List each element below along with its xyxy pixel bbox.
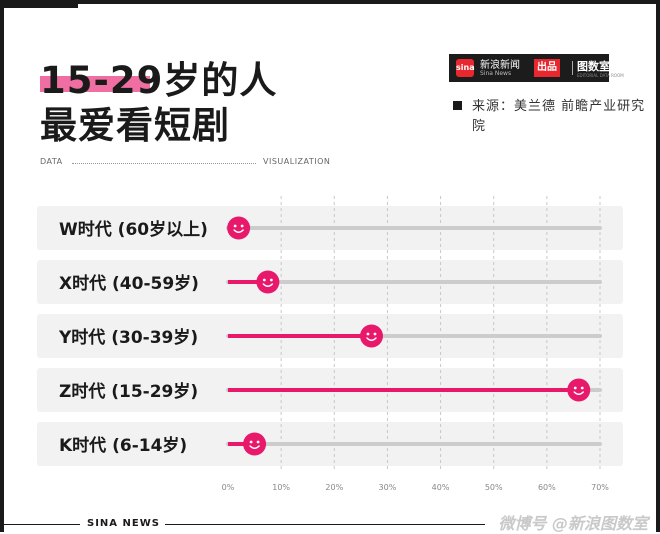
- brand-banner: sina 新浪新闻 Sina News 出品 图数室 EDITORIAL DAT…: [449, 54, 624, 82]
- brand-sub: Sina News: [480, 70, 512, 77]
- footer-line-right: [165, 524, 485, 525]
- smiley-eye: [373, 332, 377, 336]
- header-right: VISUALIZATION: [263, 157, 331, 166]
- category-label: Z时代 (15-29岁): [59, 381, 198, 402]
- smiley-eye: [269, 278, 273, 282]
- value-dot: [567, 378, 591, 402]
- brand-right: 图数室: [577, 60, 610, 73]
- smiley-eye: [573, 386, 577, 390]
- footer-label: SINA NEWS: [87, 518, 160, 529]
- source-text: 来源：美兰德 前瞻产业研究院: [472, 99, 646, 134]
- smiley-mouth: [366, 337, 377, 341]
- smiley-eye: [256, 440, 260, 444]
- category-label: X时代 (40-59岁): [59, 273, 199, 294]
- frame-left: [0, 0, 4, 532]
- brand-name: 新浪新闻: [480, 60, 520, 71]
- smiley-mouth: [249, 445, 260, 449]
- smiley-eye: [233, 224, 237, 228]
- title-line-2: 最爱看短剧: [40, 104, 230, 147]
- x-tick-label: 70%: [591, 483, 609, 492]
- header-left: DATA: [40, 157, 63, 166]
- watermark: 微博号 @新浪图数室: [498, 514, 648, 533]
- smiley-mouth: [262, 283, 274, 287]
- x-tick-label: 20%: [325, 483, 343, 492]
- x-tick-label: 50%: [485, 483, 503, 492]
- title-highlight: [40, 76, 150, 92]
- category-label: W时代 (60岁以上): [59, 219, 208, 240]
- category-label: Y时代 (30-39岁): [58, 327, 198, 348]
- source-square-icon: [453, 101, 462, 110]
- brand-separator: [572, 61, 573, 75]
- smiley-mouth: [573, 391, 584, 395]
- title-line-1: 15-29岁的人: [40, 59, 278, 102]
- brand-badge: 出品: [534, 59, 560, 77]
- value-dot: [359, 324, 383, 348]
- smiley-mouth: [233, 229, 244, 233]
- footer-line-left: [0, 524, 80, 525]
- smiley-eye: [580, 386, 584, 390]
- value-dot: [256, 270, 280, 294]
- smiley-eye: [262, 278, 266, 282]
- smiley-eye: [249, 440, 253, 444]
- value-dot: [243, 432, 267, 456]
- smiley-eye: [240, 224, 244, 228]
- frame-right: [656, 0, 660, 532]
- frame-corner: [0, 0, 78, 8]
- x-tick-label: 40%: [432, 483, 450, 492]
- x-tick-label: 10%: [272, 483, 290, 492]
- frame-top: [0, 0, 660, 4]
- smiley-eye: [366, 332, 370, 336]
- x-tick-label: 0%: [222, 483, 235, 492]
- category-label: K时代 (6-14岁): [59, 435, 187, 456]
- value-dot: [227, 216, 251, 240]
- header-dots: [72, 163, 256, 164]
- sina-logo-icon: sina: [456, 59, 475, 77]
- x-tick-label: 60%: [538, 483, 556, 492]
- brand-right-sub: EDITORIAL DATA ROOM: [577, 73, 624, 78]
- x-tick-label: 30%: [379, 483, 397, 492]
